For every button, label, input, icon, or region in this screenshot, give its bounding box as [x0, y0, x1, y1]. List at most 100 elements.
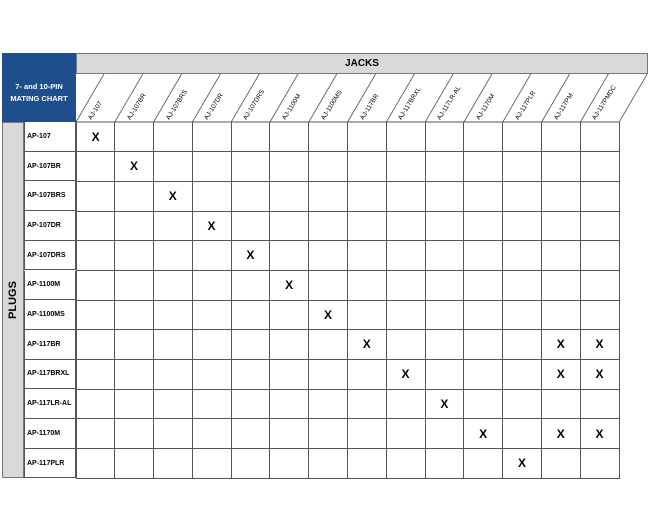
grid-cell — [308, 181, 349, 212]
grid-cell — [502, 270, 543, 301]
plug-label: AP-1170M — [24, 419, 76, 449]
grid-cell — [270, 211, 310, 242]
grid-cell — [464, 389, 504, 420]
grid-cell — [231, 151, 271, 182]
grid-cell — [76, 448, 116, 479]
grid-cell — [464, 240, 504, 271]
grid-cell — [114, 270, 155, 301]
grid-cell — [231, 448, 271, 479]
jack-header-lines — [75, 73, 648, 123]
grid-cell — [386, 211, 426, 242]
grid-cell — [192, 329, 232, 361]
header-divider — [502, 73, 532, 123]
plug-label: AP-1100MS — [24, 300, 76, 330]
grid-cell — [270, 240, 310, 271]
grid-cell — [153, 122, 193, 153]
grid-cell — [425, 151, 465, 182]
grid-cell — [464, 211, 504, 242]
grid-cell — [502, 419, 543, 450]
grid-cell — [231, 122, 271, 153]
grid-cell — [425, 419, 465, 450]
grid-cell — [541, 270, 581, 301]
grid-cell — [425, 122, 465, 153]
grid-cell — [231, 181, 271, 212]
grid-cell — [76, 329, 116, 361]
header-divider — [424, 73, 454, 123]
grid-cell — [541, 122, 581, 153]
grid-cell — [192, 300, 232, 331]
header-divider — [386, 73, 415, 123]
grid-cell — [270, 181, 310, 212]
grid-cell — [425, 359, 465, 390]
plug-label: AP-117BR — [24, 329, 76, 360]
mate-mark: X — [541, 359, 581, 390]
grid-cell — [153, 300, 193, 331]
mate-mark: X — [386, 359, 426, 390]
grid-cell — [231, 389, 271, 420]
plug-label: AP-107DR — [24, 211, 76, 241]
grid-cell — [114, 300, 155, 331]
mate-mark: X — [464, 419, 504, 450]
grid-cell — [347, 240, 387, 271]
grid-cell — [76, 419, 116, 450]
grid-cell — [192, 240, 232, 271]
grid-cell — [464, 181, 504, 212]
grid-cell — [386, 240, 426, 271]
grid-cell — [192, 181, 232, 212]
grid-cell — [308, 122, 349, 153]
grid-cell — [347, 448, 387, 479]
grid-cell — [386, 389, 426, 420]
plug-label: AP-1100M — [24, 270, 76, 301]
grid-cell — [464, 448, 504, 479]
grid-cell — [541, 448, 581, 479]
mate-mark: X — [502, 448, 543, 479]
grid-cell — [192, 448, 232, 479]
grid-cell — [231, 211, 271, 242]
grid-cell — [347, 122, 387, 153]
grid-cell — [270, 300, 310, 331]
jacks-header: JACKS — [76, 53, 648, 74]
grid-cell — [425, 240, 465, 271]
grid-cell — [502, 151, 543, 182]
mate-mark: X — [425, 389, 465, 420]
mate-mark: X — [153, 181, 193, 212]
grid-cell — [541, 181, 581, 212]
grid-cell — [541, 389, 581, 420]
grid-cell — [386, 151, 426, 182]
grid-cell — [580, 151, 620, 182]
grid-cell — [270, 389, 310, 420]
grid-cell — [464, 151, 504, 182]
grid-cell — [580, 181, 620, 212]
mate-mark: X — [541, 329, 581, 361]
grid-cell — [464, 359, 504, 390]
grid-cell — [347, 151, 387, 182]
grid-cell — [270, 359, 310, 390]
grid-cell — [580, 300, 620, 331]
header-divider — [153, 73, 182, 123]
grid-cell — [114, 359, 155, 390]
header-divider — [580, 73, 609, 123]
grid-cell — [580, 211, 620, 242]
grid-cell — [502, 329, 543, 361]
header-divider — [618, 73, 648, 123]
grid-cell — [270, 122, 310, 153]
grid-cell — [231, 270, 271, 301]
header-divider — [269, 73, 299, 123]
grid-cell — [231, 419, 271, 450]
plug-label: AP-117LR-AL — [24, 389, 76, 419]
mate-mark: X — [76, 122, 116, 153]
plug-label: AP-107DRS — [24, 240, 76, 271]
grid-cell — [153, 240, 193, 271]
grid-cell — [114, 240, 155, 271]
grid-cell — [231, 329, 271, 361]
grid-cell — [386, 300, 426, 331]
header-divider — [230, 73, 260, 123]
grid-cell — [76, 151, 116, 182]
mate-mark: X — [580, 419, 620, 450]
grid-cell — [425, 448, 465, 479]
grid-cell — [386, 448, 426, 479]
header-divider — [347, 73, 376, 123]
header-divider — [75, 73, 105, 123]
grid-cell — [153, 419, 193, 450]
grid-cell — [502, 359, 543, 390]
